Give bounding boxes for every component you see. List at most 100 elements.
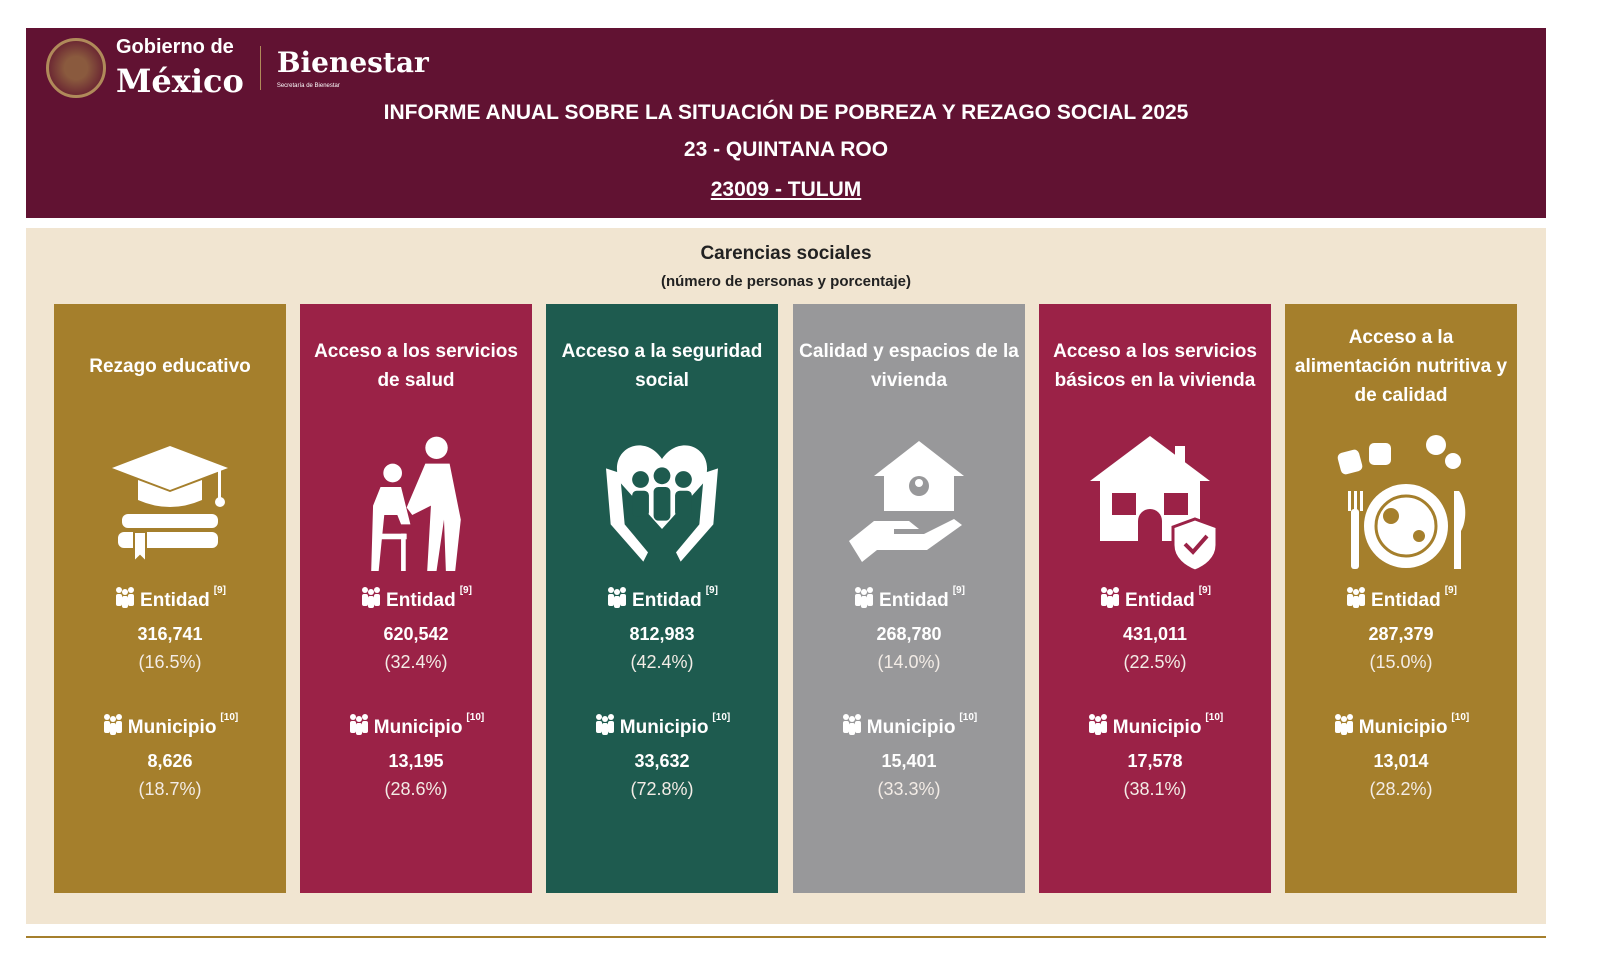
entidad-label: Entidad [9] xyxy=(1285,586,1517,615)
entidad-text: Entidad xyxy=(879,589,949,611)
entidad-percent: (32.4%) xyxy=(384,652,448,672)
entidad-value: 316,741 xyxy=(137,624,203,644)
logo-subtitle: Secretaría de Bienestar xyxy=(276,83,340,89)
municipio-ref[interactable]: [10] xyxy=(220,712,239,723)
section-title: Carencias sociales xyxy=(700,243,872,264)
municipio-label: Municipio [10] xyxy=(300,713,532,742)
entidad-text: Entidad xyxy=(632,589,702,611)
entidad-value: 287,379 xyxy=(1368,624,1434,644)
municipio-ref[interactable]: [10] xyxy=(1451,712,1470,723)
entidad-label: Entidad [9] xyxy=(793,586,1025,615)
entidad-percent: (22.5%) xyxy=(1123,652,1187,672)
card-title: Acceso a la alimentación nutritiva y de … xyxy=(1294,326,1508,406)
entidad-percent: (14.0%) xyxy=(877,652,941,672)
doctor-patient-icon xyxy=(300,428,532,574)
gobierno-logo: Gobierno de México Bienestar Secretaría de… xyxy=(46,36,429,100)
carencia-card-3: Acceso a la seguridad social Entidad [9] … xyxy=(546,304,778,893)
state-title: 23 - QUINTANA ROO xyxy=(683,138,889,161)
municipio-percent: (72.8%) xyxy=(630,779,694,799)
people-icon xyxy=(1345,586,1367,615)
municipio-label: Municipio [10] xyxy=(546,713,778,742)
entidad-ref[interactable]: [9] xyxy=(705,585,718,596)
card-title: Rezago educativo xyxy=(89,355,251,377)
municipality-link[interactable]: 23009 - TULUM xyxy=(710,178,862,201)
municipio-label: Municipio [10] xyxy=(793,713,1025,742)
entidad-text: Entidad xyxy=(1371,589,1441,611)
carencia-card-2: Acceso a los servicios de salud Entidad[… xyxy=(300,304,532,893)
hand-house-icon xyxy=(793,428,1025,574)
municipio-text: Municipio xyxy=(1358,716,1448,738)
people-icon xyxy=(1333,713,1355,742)
people-icon xyxy=(360,586,382,615)
report-header: Gobierno de México Bienestar Secretaría de… xyxy=(26,28,1546,218)
municipio-value: 13,195 xyxy=(388,751,444,771)
municipio-label: Municipio [10] xyxy=(54,713,286,742)
carencia-card-1: Rezago educativo Entidad [9] 316,741 (16.… xyxy=(54,304,286,893)
carencia-card-5: Acceso a los servicios básicos en la viv… xyxy=(1039,304,1271,893)
municipio-label: Municipio [10] xyxy=(1039,713,1271,742)
entidad-value: 620,542 xyxy=(383,624,449,644)
people-icon xyxy=(594,713,616,742)
municipio-value: 8,626 xyxy=(147,751,193,771)
people-icon xyxy=(348,713,370,742)
carencia-card-4: Calidad y espacios de la vivienda Entida… xyxy=(793,304,1025,893)
municipio-percent: (33.3%) xyxy=(877,779,941,799)
entidad-text: Entidad xyxy=(1125,589,1195,611)
logo-divider xyxy=(259,46,261,90)
hands-family-icon xyxy=(546,428,778,574)
section-subtitle: (número de personas y porcentaje) xyxy=(660,273,912,290)
entidad-label: Entidad [9] xyxy=(54,586,286,615)
entidad-label: Entidad [9] xyxy=(546,586,778,615)
municipio-text: Municipio xyxy=(127,716,217,738)
entidad-text: Entidad xyxy=(140,589,210,611)
graduation-cap-books-icon xyxy=(54,428,286,574)
entidad-percent: (16.5%) xyxy=(138,652,202,672)
logo-bienestar: Bienestar xyxy=(276,46,429,79)
entidad-value: 268,780 xyxy=(876,624,942,644)
entidad-label: Entidad [9] xyxy=(300,586,532,615)
people-icon xyxy=(1099,586,1121,615)
carencia-card-6: Acceso a la alimentación nutritiva y de … xyxy=(1285,304,1517,893)
bottom-divider xyxy=(26,936,1546,938)
people-icon xyxy=(102,713,124,742)
people-icon xyxy=(606,586,628,615)
house-shield-icon xyxy=(1039,428,1271,574)
entidad-value: 812,983 xyxy=(629,624,695,644)
national-seal-icon xyxy=(46,38,106,98)
entidad-text: Entidad xyxy=(386,589,456,611)
municipio-text: Municipio xyxy=(1112,716,1202,738)
entidad-percent: (15.0%) xyxy=(1369,652,1433,672)
municipio-ref[interactable]: [10] xyxy=(712,712,731,723)
logo-line2: México xyxy=(116,62,244,100)
people-icon xyxy=(1087,713,1109,742)
card-title: Acceso a los servicios básicos en la viv… xyxy=(1053,341,1257,391)
municipio-percent: (28.6%) xyxy=(384,779,448,799)
people-icon xyxy=(841,713,863,742)
municipio-ref[interactable]: [10] xyxy=(466,712,485,723)
report-title: INFORME ANUAL SOBRE LA SITUACIÓN DE POBR… xyxy=(383,101,1189,124)
logo-line1: Gobierno de xyxy=(116,36,234,58)
entidad-percent: (42.4%) xyxy=(630,652,694,672)
entidad-ref[interactable]: [9] xyxy=(213,585,226,596)
municipio-percent: (28.2%) xyxy=(1369,779,1433,799)
municipio-text: Municipio xyxy=(619,716,709,738)
municipio-percent: (38.1%) xyxy=(1123,779,1187,799)
entidad-ref[interactable]: [9] xyxy=(459,585,472,596)
entidad-ref[interactable]: [9] xyxy=(952,585,965,596)
municipio-value: 13,014 xyxy=(1373,751,1429,771)
entidad-ref[interactable]: [9] xyxy=(1198,585,1211,596)
plate-fork-knife-icon xyxy=(1285,428,1517,574)
entidad-label: Entidad [9] xyxy=(1039,586,1271,615)
municipio-text: Municipio xyxy=(866,716,956,738)
municipio-ref[interactable]: [10] xyxy=(959,712,978,723)
municipio-ref[interactable]: [10] xyxy=(1205,712,1224,723)
municipio-text: Municipio xyxy=(373,716,463,738)
people-icon xyxy=(114,586,136,615)
card-title: Acceso a la seguridad social xyxy=(561,341,763,391)
card-title: Acceso a los servicios de salud xyxy=(314,341,518,391)
people-icon xyxy=(853,586,875,615)
card-title: Calidad y espacios de la vivienda xyxy=(799,341,1019,391)
entidad-ref[interactable]: [9] xyxy=(1444,585,1457,596)
entidad-value: 431,011 xyxy=(1122,624,1188,644)
municipio-value: 33,632 xyxy=(634,751,690,771)
